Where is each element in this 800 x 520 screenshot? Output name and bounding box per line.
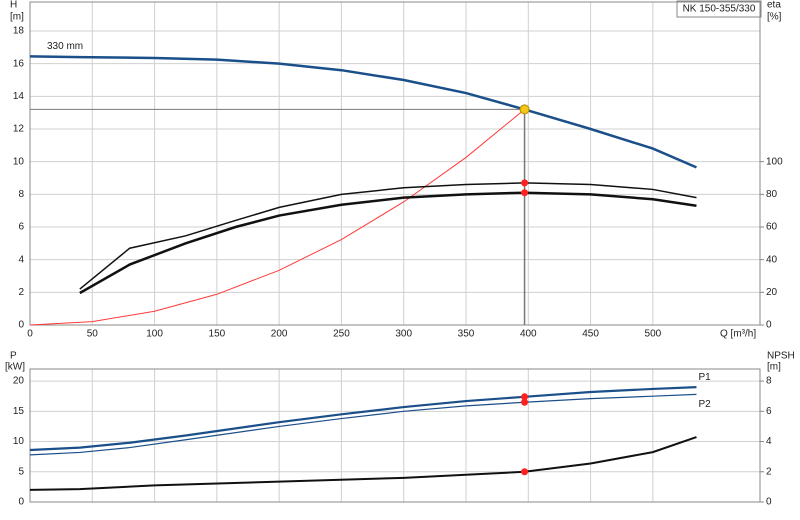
chart-title: NK 150-355/330	[683, 4, 756, 15]
series-line	[29, 55, 697, 169]
y-axis-label: H	[10, 0, 17, 11]
y-tick-label: 0	[18, 497, 24, 508]
y2-tick-label: 0	[766, 320, 772, 331]
x-tick-label: 300	[395, 329, 412, 340]
y2-tick-label: 100	[766, 156, 783, 167]
x-tick-label: 250	[333, 329, 350, 340]
y-tick-label: 20	[13, 376, 25, 387]
y-tick-label: 14	[13, 91, 25, 102]
series-line	[79, 182, 697, 290]
x-tick-label: 200	[271, 329, 288, 340]
y-tick-label: 18	[13, 26, 25, 37]
plot-frame	[29, 368, 761, 503]
y2-tick-label: 6	[766, 406, 772, 417]
y-tick-label: 4	[18, 254, 24, 265]
duty-point	[521, 398, 529, 406]
y-tick-label: 10	[13, 436, 25, 447]
x-tick-label: 500	[645, 329, 662, 340]
y-tick-label: 10	[13, 156, 25, 167]
y-tick-label: 5	[18, 466, 24, 477]
duty-point	[521, 179, 529, 187]
y2-tick-label: 2	[766, 466, 772, 477]
y-tick-label: 16	[13, 58, 25, 69]
series-label: P2	[698, 399, 711, 410]
duty-point	[521, 468, 529, 476]
y-tick-label: 0	[18, 320, 24, 331]
series-line	[29, 436, 697, 491]
y2-tick-label: 40	[766, 254, 778, 265]
y2-axis-unit: [m]	[767, 362, 781, 373]
x-tick-label: 400	[520, 329, 537, 340]
x-axis-label: Q [m³/h]	[720, 329, 756, 340]
y-axis-label: P	[10, 351, 17, 362]
y2-tick-label: 20	[766, 287, 778, 298]
y2-axis-label: NPSH	[767, 351, 795, 362]
series-label: 330 mm	[47, 41, 83, 52]
y-tick-label: 8	[18, 189, 24, 200]
y2-axis-unit: [%]	[767, 12, 782, 23]
y-axis-unit: [m]	[10, 12, 24, 23]
series-label: P1	[698, 372, 711, 383]
x-tick-label: 0	[27, 329, 33, 340]
y-tick-label: 6	[18, 222, 24, 233]
y2-tick-label: 8	[766, 376, 772, 387]
y2-tick-label: 0	[766, 497, 772, 508]
series-line	[29, 393, 697, 456]
plot-frame	[29, 1, 761, 326]
y-tick-label: 15	[13, 406, 25, 417]
y2-tick-label: 60	[766, 222, 778, 233]
series-line	[29, 386, 697, 452]
x-tick-label: 450	[582, 329, 599, 340]
y2-axis-label: eta	[767, 0, 781, 11]
y-axis-unit: [kW]	[5, 362, 25, 373]
title-box	[676, 0, 762, 18]
x-tick-label: 350	[458, 329, 475, 340]
series-line	[79, 191, 697, 295]
x-tick-label: 50	[87, 329, 99, 340]
y-tick-label: 12	[13, 124, 25, 135]
y2-tick-label: 4	[766, 436, 772, 447]
y2-tick-label: 80	[766, 189, 778, 200]
x-tick-label: 150	[209, 329, 226, 340]
duty-point	[519, 104, 530, 115]
duty-point	[521, 189, 529, 197]
duty-point	[521, 393, 529, 401]
y-tick-label: 2	[18, 287, 24, 298]
series-line	[29, 109, 525, 326]
x-tick-label: 100	[146, 329, 163, 340]
